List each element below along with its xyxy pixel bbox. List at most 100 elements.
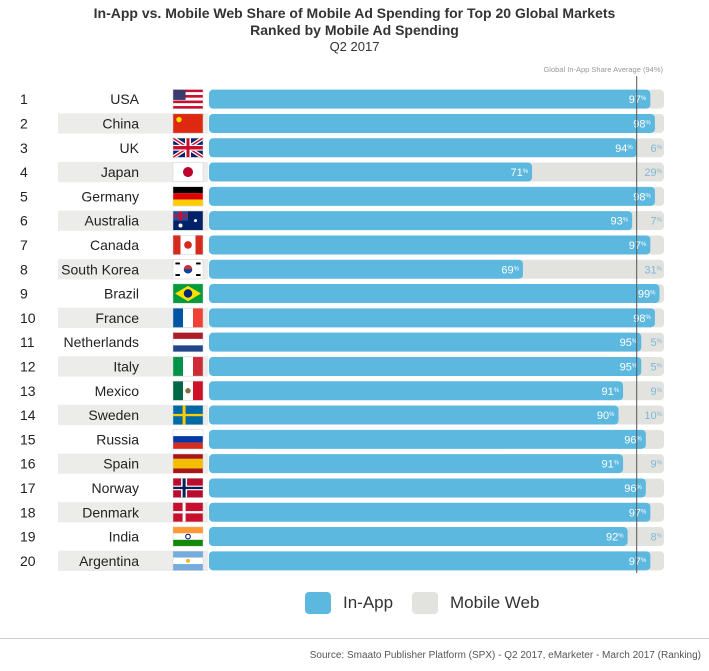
bar-in-app: [209, 429, 646, 449]
bar-mobile-web: [518, 259, 664, 279]
bar-in-app: [209, 527, 628, 547]
bar-mobile-web: [614, 405, 664, 425]
category-label: Italy: [113, 358, 139, 374]
bar-chart: Global In-App Share Average (94%)1 USA 97%…: [20, 65, 664, 573]
category-label: Japan: [101, 164, 139, 180]
legend-swatch-in-app: [305, 592, 331, 614]
rank-label: 12: [20, 358, 36, 374]
rank-label: 6: [20, 213, 28, 229]
row-stripe: [58, 161, 208, 183]
bar-in-app: [209, 332, 642, 352]
category-label: Norway: [92, 480, 139, 496]
category-label: South Korea: [61, 261, 139, 277]
category-label: Mexico: [95, 383, 140, 399]
legend: In-App Mobile Web: [0, 592, 709, 618]
bar-mobile-web: [641, 429, 664, 449]
category-label: Argentina: [79, 553, 139, 569]
row-stripe: [58, 356, 208, 377]
bar-in-app: [209, 551, 651, 571]
denmark-flag-icon: [172, 502, 204, 523]
category-label: Brazil: [104, 286, 139, 302]
australia-flag-icon: [172, 210, 204, 231]
bar-mobile-web: [623, 527, 664, 547]
source-divider: [0, 638, 709, 639]
rank-label: 2: [20, 115, 28, 131]
rank-label: 16: [20, 456, 36, 472]
row-stripe: [58, 307, 208, 328]
rank-label: 1: [20, 91, 28, 107]
bar-in-app: [209, 186, 655, 206]
china-flag-icon: [172, 113, 204, 134]
bar-in-app: [209, 405, 619, 425]
rank-label: 5: [20, 188, 28, 204]
rank-label: 3: [20, 140, 28, 156]
chart-title: In-App vs. Mobile Web Share of Mobile Ad…: [93, 5, 616, 21]
rank-label: 19: [20, 529, 36, 545]
rank-label: 17: [20, 480, 36, 496]
bar-in-app: [209, 211, 633, 231]
category-label: Denmark: [82, 504, 140, 520]
legend-label-mobile-web: Mobile Web: [450, 593, 540, 612]
bar-in-app: [209, 308, 655, 328]
category-label: France: [95, 310, 139, 326]
rank-label: 20: [20, 553, 36, 569]
bar-mobile-web: [637, 356, 664, 376]
category-label: Germany: [81, 188, 139, 204]
reference-line-label: Global In-App Share Average (94%): [543, 65, 663, 74]
sweden-flag-icon: [172, 405, 204, 425]
category-label: India: [109, 529, 140, 545]
bar-mobile-web: [646, 235, 664, 255]
bar-in-app: [209, 89, 651, 109]
mexico-flag-icon: [172, 380, 204, 401]
bar-mobile-web: [646, 551, 664, 571]
bar-mobile-web: [637, 332, 664, 352]
france-flag-icon: [172, 307, 204, 328]
bar-mobile-web: [646, 502, 664, 522]
south-korea-flag-icon: [172, 259, 204, 280]
chart-period: Q2 2017: [329, 39, 380, 54]
row-stripe: [58, 502, 208, 523]
source-note: Source: Smaato Publisher Platform (SPX) …: [309, 650, 701, 661]
category-label: USA: [110, 91, 139, 107]
row-stripe: [58, 550, 208, 571]
brazil-flag-icon: [172, 283, 204, 304]
category-label: UK: [120, 140, 140, 156]
bar-mobile-web: [528, 162, 664, 182]
rank-label: 7: [20, 237, 28, 253]
rank-label: 11: [20, 334, 35, 350]
bar-mobile-web: [619, 454, 664, 474]
bar-in-app: [209, 138, 637, 158]
bar-mobile-web: [646, 89, 664, 109]
bar-in-app: [209, 381, 624, 401]
bar-mobile-web: [619, 381, 664, 401]
category-label: Australia: [85, 213, 140, 229]
russia-flag-icon: [172, 429, 204, 450]
rank-label: 15: [20, 431, 36, 447]
rank-label: 8: [20, 261, 28, 277]
bar-in-app: [209, 162, 533, 182]
bar-in-app: [209, 235, 651, 255]
row-stripe: [58, 113, 208, 134]
category-label: Canada: [90, 237, 139, 253]
bar-in-app: [209, 454, 624, 474]
rank-label: 9: [20, 286, 28, 302]
category-label: China: [102, 115, 139, 131]
bar-in-app: [209, 356, 642, 376]
category-label: Sweden: [88, 407, 139, 423]
row-stripe: [58, 404, 208, 426]
category-label: Russia: [96, 431, 139, 447]
category-label: Netherlands: [64, 334, 140, 350]
legend-swatch-mobile-web: [412, 592, 438, 614]
usa-flag-icon: [172, 89, 204, 110]
bar-mobile-web: [632, 138, 664, 158]
category-label: Spain: [103, 456, 139, 472]
india-flag-icon: [172, 526, 204, 547]
rank-label: 18: [20, 504, 36, 520]
japan-flag-icon: [172, 162, 204, 182]
bar-in-app: [209, 284, 660, 304]
spain-flag-icon: [172, 453, 204, 474]
canada-flag-icon: [172, 235, 204, 255]
italy-flag-icon: [172, 356, 204, 377]
row-stripe: [58, 453, 208, 474]
rank-label: 10: [20, 310, 36, 326]
